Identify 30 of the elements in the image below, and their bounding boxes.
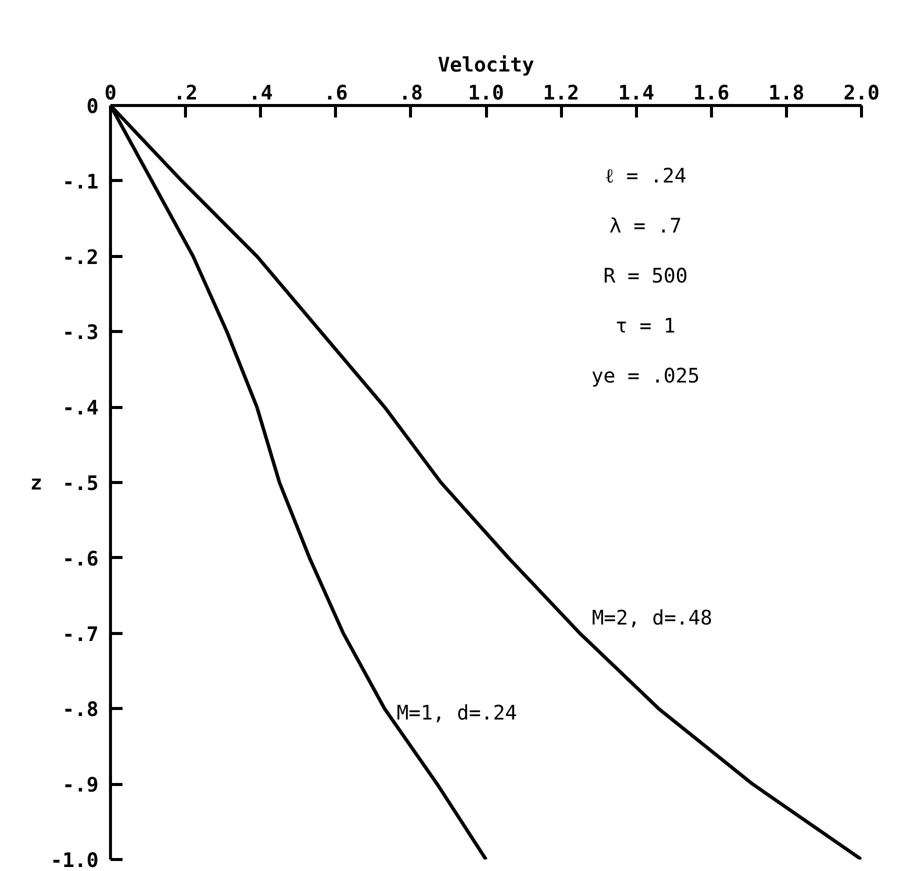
- x-tick-label: 1.4: [618, 80, 654, 104]
- x-tick-label: 0: [104, 80, 117, 104]
- x-tick-label: 1.8: [768, 80, 804, 104]
- y-tick-label: -1.0: [50, 848, 99, 871]
- annotation: τ = 1: [615, 314, 676, 338]
- series-label: M=1, d=.24: [396, 700, 518, 725]
- x-tick-label: 1.0: [468, 80, 504, 104]
- x-tick-label: .2: [174, 80, 198, 104]
- x-tick-label: .6: [324, 80, 348, 104]
- x-tick-label: .4: [248, 80, 273, 104]
- y-tick-label: -.4: [62, 396, 98, 420]
- annotation: R = 500: [603, 264, 688, 288]
- x-tick-label: .8: [398, 80, 423, 104]
- y-tick-label: -.3: [62, 320, 98, 344]
- x-tick-label: 1.2: [543, 80, 580, 104]
- x-tick-label: 1.6: [693, 80, 730, 104]
- x-tick-label: 2.0: [843, 80, 880, 104]
- y-tick-label: -.2: [62, 244, 98, 269]
- y-tick-label: -.5: [62, 471, 98, 495]
- y-tick-label: -.9: [62, 772, 98, 797]
- x-axis-title: Velocity: [438, 52, 534, 76]
- series-label: M=2, d=.48: [592, 605, 712, 630]
- annotation: λ = .7: [609, 214, 682, 238]
- y-tick-label: -.7: [62, 622, 98, 646]
- annotation: ℓ = .24: [604, 164, 686, 188]
- annotation: ye = .025: [591, 364, 700, 388]
- y-tick-label: -.8: [62, 697, 98, 722]
- y-tick-label: -.6: [62, 546, 98, 570]
- y-axis-title: z: [30, 470, 42, 494]
- y-tick-label: -.1: [62, 169, 98, 194]
